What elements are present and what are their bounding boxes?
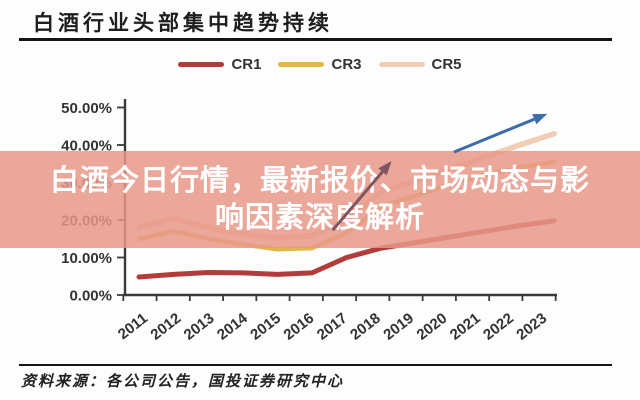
chart-legend: CR1 CR3 CR5 — [0, 56, 640, 73]
x-axis-label: 2016 — [281, 310, 318, 344]
x-axis-label: 2015 — [247, 310, 284, 344]
x-axis-label: 2011 — [115, 310, 151, 343]
x-axis-label: 2019 — [380, 310, 417, 344]
legend-item-cr3: CR3 — [278, 56, 362, 73]
legend-label-cr5: CR5 — [431, 56, 462, 73]
x-axis-label: 2022 — [480, 310, 517, 344]
x-axis-label: 2023 — [513, 310, 550, 344]
y-axis-label: 40.00% — [61, 138, 112, 155]
x-axis-label: 2020 — [414, 310, 451, 344]
legend-item-cr5: CR5 — [378, 56, 462, 73]
headline-line-1: 白酒今日行情，最新报价、市场动态与影 — [49, 164, 590, 197]
source-note: 资料来源：各公司公告，国投证券研究中心 — [21, 374, 345, 390]
page-title: 白酒行业头部集中趋势持续 — [33, 12, 333, 35]
legend-label-cr3: CR3 — [331, 56, 362, 73]
cr5-line-swatch-icon — [378, 61, 425, 68]
x-axis-label: 2014 — [214, 309, 251, 343]
x-axis-label: 2017 — [314, 310, 351, 344]
y-axis-label: 0.00% — [69, 288, 112, 305]
legend-item-cr1: CR1 — [178, 56, 261, 73]
x-axis-label: 2021 — [447, 310, 484, 344]
x-axis-label: 2013 — [181, 310, 218, 344]
x-axis-label: 2012 — [148, 310, 185, 344]
y-axis-label: 50.00% — [61, 100, 112, 117]
cr1-line-swatch-icon — [178, 61, 225, 68]
cr3-line-swatch-icon — [278, 61, 325, 68]
x-axis-label: 2018 — [347, 310, 384, 344]
title-underline — [19, 38, 612, 41]
y-axis-label: 10.00% — [61, 250, 112, 267]
headline-line-2: 响因素深度解析 — [214, 201, 425, 234]
headline-overlay: 白酒今日行情，最新报价、市场动态与影 响因素深度解析 — [0, 151, 640, 248]
footer-divider — [19, 364, 612, 367]
legend-label-cr1: CR1 — [231, 56, 262, 73]
